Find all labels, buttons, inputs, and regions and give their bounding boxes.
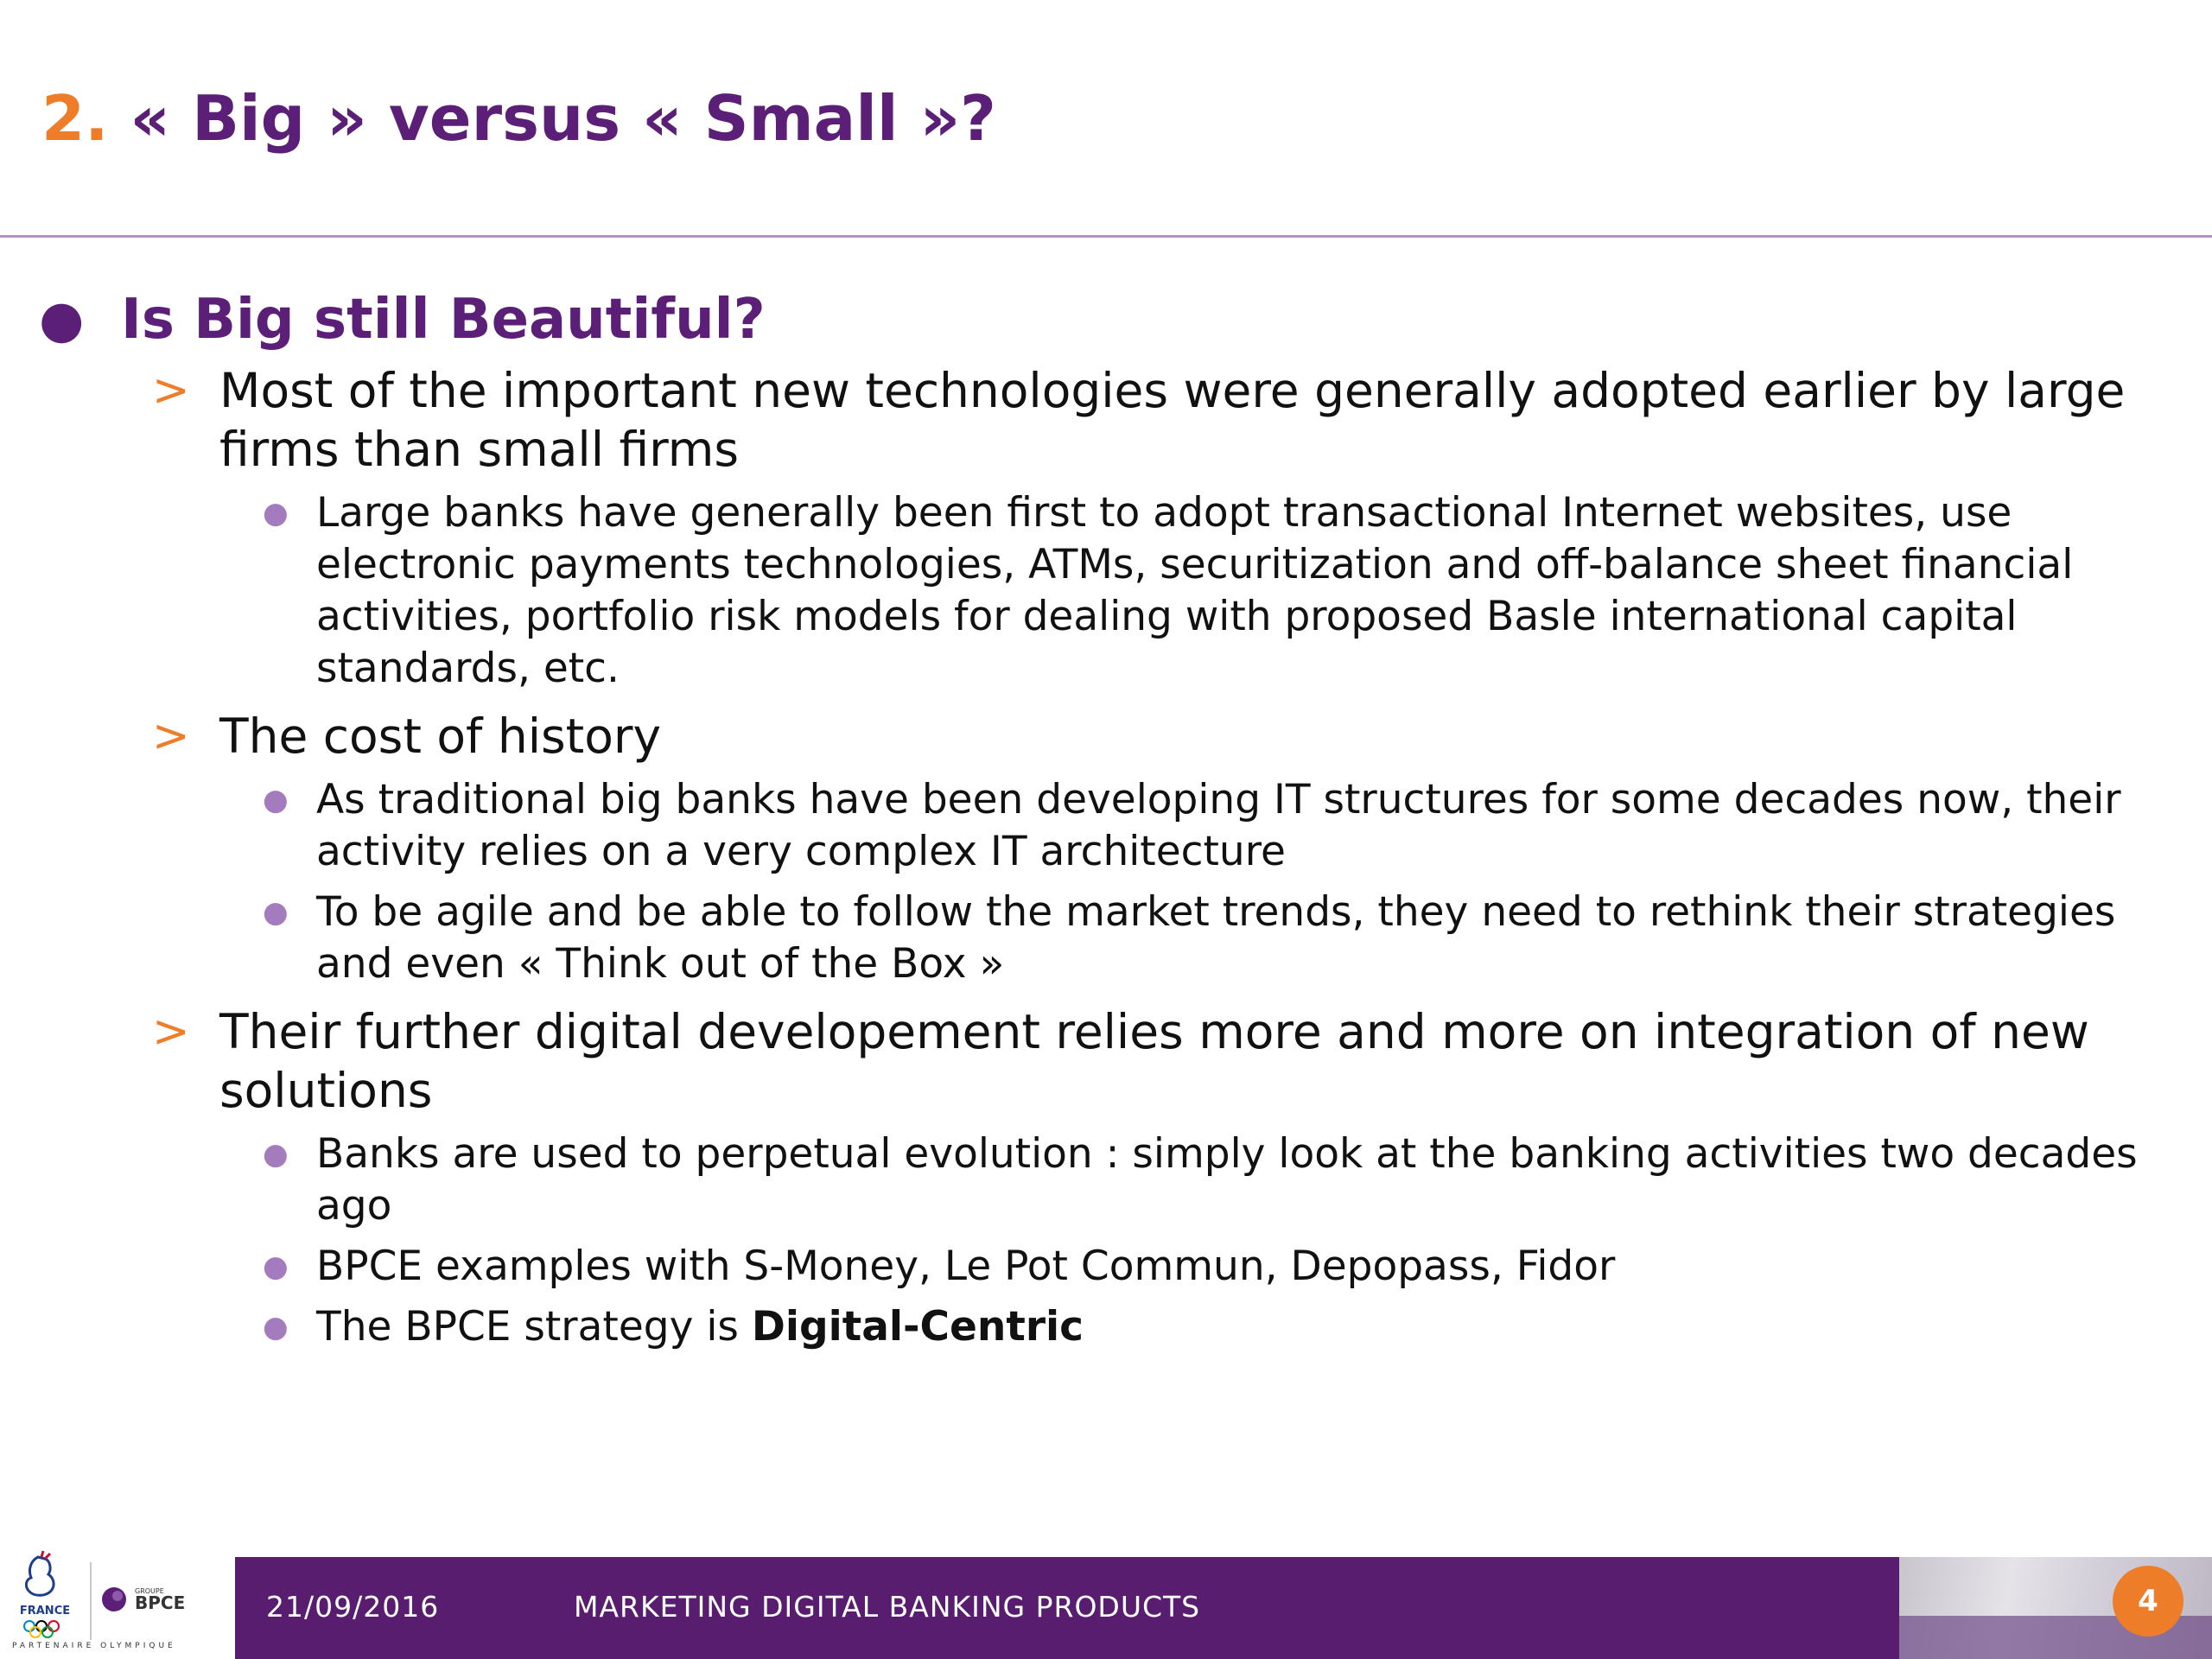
subpoint-text-prefix: The BPCE strategy is — [316, 1303, 752, 1351]
subpoint-text: BPCE examples with S-Money, Le Pot Commu… — [316, 1243, 1616, 1290]
subpoint-text: As traditional big banks have been devel… — [316, 776, 2121, 875]
small-bullet-icon: ● — [263, 895, 289, 930]
slide-body: ● Is Big still Beautiful? > Most of the … — [0, 285, 2212, 1353]
slide-title: 2. « Big » versus « Small »? — [41, 79, 996, 157]
point-item: > Their further digital developement rel… — [152, 1002, 2164, 1120]
footer-date: 21/09/2016 — [266, 1590, 440, 1624]
france-olympic-logo: FRANCE — [20, 1550, 70, 1638]
title-text: « Big » versus « Small »? — [130, 82, 996, 155]
section-heading: Is Big still Beautiful? — [121, 288, 766, 352]
title-divider — [0, 235, 2212, 238]
logo-bpce-text: BPCE — [135, 1592, 185, 1613]
subpoint-item: ● The BPCE strategy is Digital-Centric — [263, 1301, 2172, 1353]
logo-france-text: FRANCE — [20, 1605, 70, 1618]
logo-groupe-text: GROUPE — [135, 1587, 164, 1595]
page-number-badge: 4 — [2113, 1566, 2183, 1637]
small-bullet-icon: ● — [263, 496, 289, 531]
subpoint-text: Large banks have generally been first to… — [316, 489, 2074, 692]
chevron-right-icon: > — [152, 365, 190, 416]
small-bullet-icon: ● — [263, 783, 289, 817]
subpoint-item: ● Banks are used to perpetual evolution … — [263, 1128, 2172, 1232]
partner-caption: PARTENAIRE OLYMPIQUE — [12, 1642, 176, 1650]
point-item: > The cost of history — [152, 707, 2164, 766]
small-bullet-icon: ● — [263, 1310, 289, 1344]
point-item: > Most of the important new technologies… — [152, 361, 2164, 479]
chevron-right-icon: > — [152, 710, 190, 762]
footer-bar — [235, 1557, 1899, 1659]
bpce-logo: GROUPE BPCE — [102, 1587, 185, 1613]
point-text: The cost of history — [219, 709, 662, 764]
subpoint-text: Banks are used to perpetual evolution : … — [316, 1130, 2138, 1230]
bullet-dot-icon: ● — [39, 289, 85, 350]
title-number: 2. — [41, 82, 109, 155]
heading-bullet: ● Is Big still Beautiful? — [39, 285, 2160, 354]
subpoint-item: ● BPCE examples with S-Money, Le Pot Com… — [263, 1241, 2172, 1293]
subpoint-item: ● To be agile and be able to follow the … — [263, 887, 2172, 990]
subpoint-item: ● As traditional big banks have been dev… — [263, 774, 2172, 878]
small-bullet-icon: ● — [263, 1249, 289, 1284]
point-text: Their further digital developement relie… — [219, 1004, 2089, 1118]
subpoint-text-emphasis: Digital-Centric — [751, 1303, 1084, 1351]
logo-divider — [90, 1562, 92, 1640]
subpoint-text: To be agile and be able to follow the ma… — [316, 888, 2116, 988]
chevron-right-icon: > — [152, 1006, 190, 1058]
small-bullet-icon: ● — [263, 1137, 289, 1172]
point-text: Most of the important new technologies w… — [219, 363, 2126, 477]
subpoint-item: ● Large banks have generally been first … — [263, 487, 2172, 695]
footer-title: MARKETING DIGITAL BANKING PRODUCTS — [574, 1590, 1201, 1624]
